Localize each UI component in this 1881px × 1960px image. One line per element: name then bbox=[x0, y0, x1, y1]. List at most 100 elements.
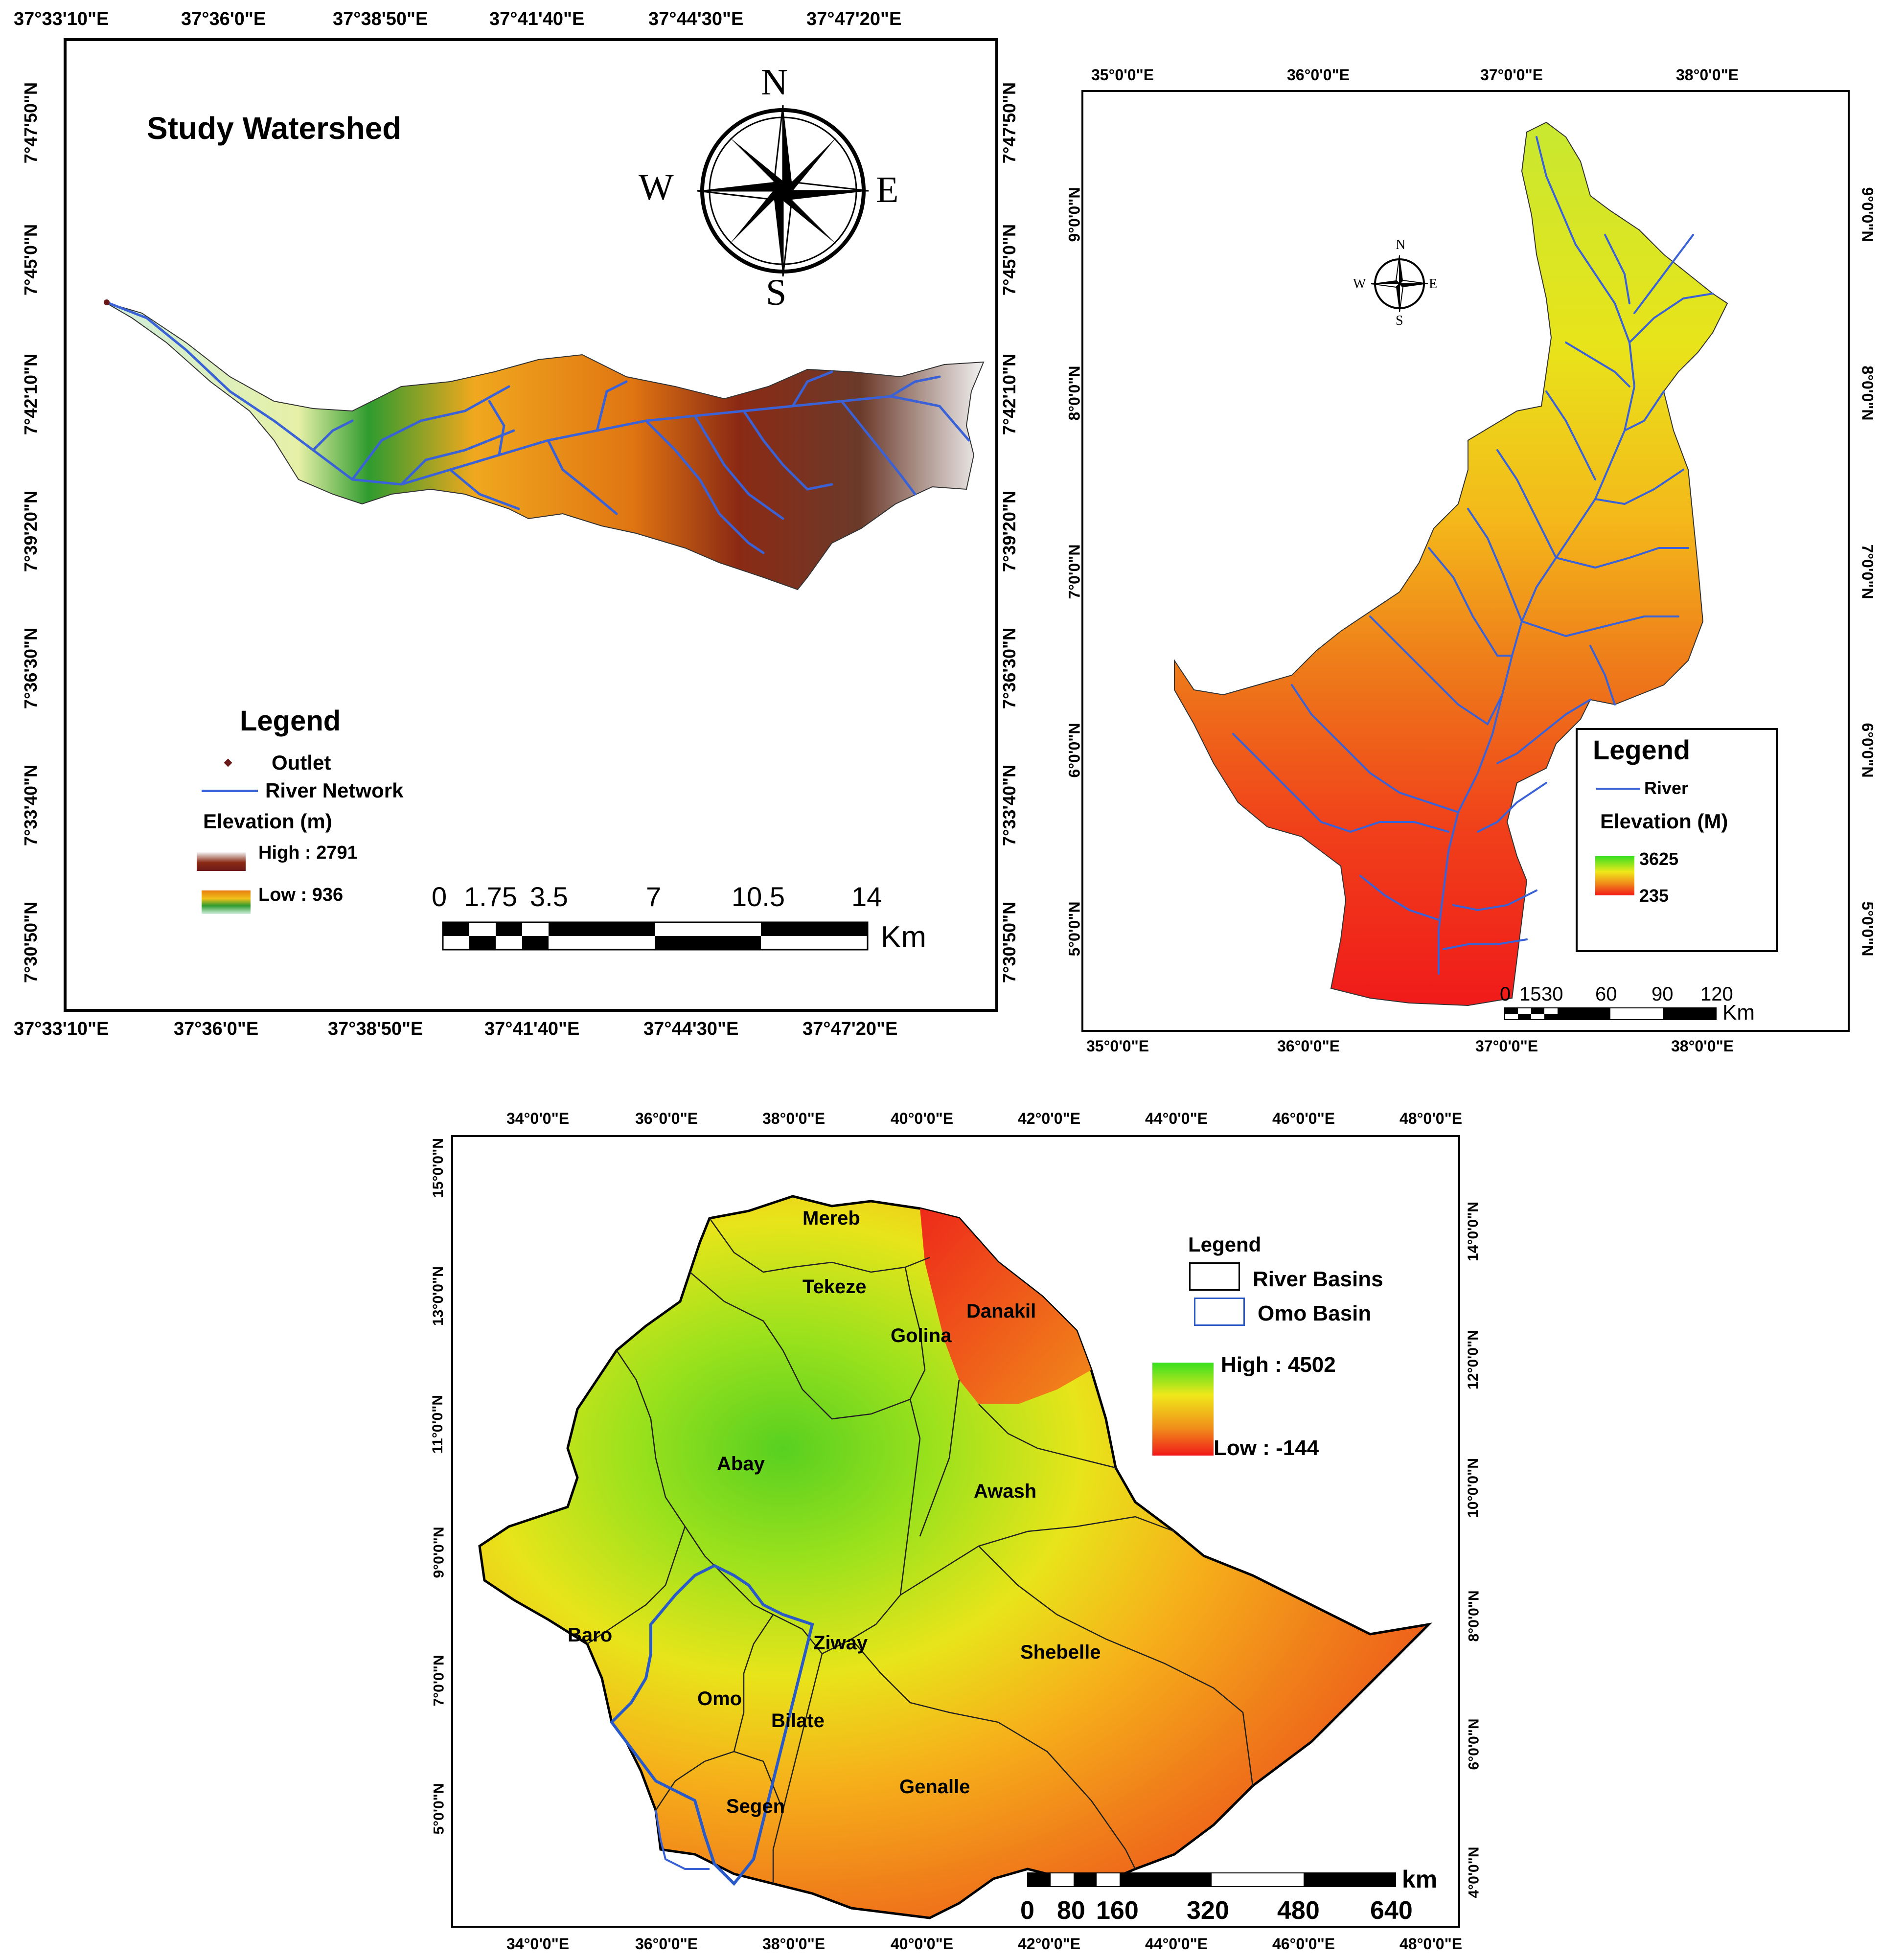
basin-label: Abay bbox=[717, 1453, 765, 1475]
scale-bar-c bbox=[1027, 1872, 1396, 1887]
tick-bottom-b-2: 37°0'0"E bbox=[1475, 1037, 1538, 1055]
compass-rose-icon bbox=[697, 105, 869, 277]
scale-label-a-5: 14 bbox=[851, 881, 882, 912]
scale-bar-b bbox=[1504, 1007, 1717, 1020]
tick-bottom-c-2: 38°0'0"E bbox=[762, 1935, 826, 1953]
tick-bottom-a-4: 37°44'30"E bbox=[643, 1019, 739, 1039]
basin-label: Mereb bbox=[803, 1208, 860, 1229]
legend-low-c: Low : -144 bbox=[1214, 1436, 1319, 1460]
scale-label-a-3: 7 bbox=[646, 881, 662, 912]
tick-bottom-c-3: 40°0'0"E bbox=[891, 1935, 954, 1953]
scale-unit-b: Km bbox=[1722, 1001, 1755, 1025]
scale-label-c-4: 480 bbox=[1277, 1896, 1320, 1925]
basin-label: Shebelle bbox=[1020, 1641, 1101, 1663]
scale-bar-a bbox=[442, 921, 869, 951]
legend-title-c: Legend bbox=[1188, 1233, 1262, 1256]
scale-label-c-3: 320 bbox=[1187, 1896, 1229, 1925]
panel-study-watershed: 37°33'10"E 37°36'0"E 37°38'50"E 37°41'40… bbox=[0, 0, 1028, 1057]
basin-label: Omo bbox=[697, 1688, 742, 1709]
legend-omo-basin: Omo Basin bbox=[1258, 1301, 1372, 1325]
river-line-icon bbox=[1596, 788, 1640, 790]
tick-bottom-a-0: 37°33'10"E bbox=[14, 1019, 109, 1039]
scale-unit-a: Km bbox=[881, 920, 926, 954]
scale-unit-c: km bbox=[1402, 1866, 1438, 1893]
tick-top-c-5: 44°0'0"E bbox=[1145, 1110, 1208, 1127]
tick-top-a-3: 37°41'40"E bbox=[489, 9, 585, 29]
scale-label-a-0: 0 bbox=[432, 881, 447, 912]
compass-e-label: E bbox=[876, 169, 899, 210]
omo-basin-swatch bbox=[1194, 1298, 1245, 1326]
compass-e-label: E bbox=[1429, 276, 1438, 292]
tick-top-b-2: 37°0'0"E bbox=[1480, 66, 1543, 84]
tick-top-a-5: 37°47'20"E bbox=[806, 9, 902, 29]
tick-top-a-1: 37°36'0"E bbox=[181, 9, 266, 29]
legend-river-b: River bbox=[1644, 778, 1689, 798]
scale-label-b-5: 120 bbox=[1700, 983, 1733, 1005]
legend-low-b: 235 bbox=[1639, 886, 1669, 906]
tick-top-b-3: 38°0'0"E bbox=[1676, 66, 1739, 84]
tick-top-c-7: 48°0'0"E bbox=[1399, 1110, 1463, 1127]
elevation-ramp-b bbox=[1595, 856, 1634, 895]
scale-label-a-1: 1.75 bbox=[464, 881, 517, 912]
omo-basin-map bbox=[1174, 121, 1728, 1006]
tick-bottom-a-1: 37°36'0"E bbox=[174, 1019, 259, 1039]
basin-label: Tekeze bbox=[803, 1276, 867, 1298]
basin-label: Segen bbox=[726, 1796, 785, 1817]
scale-label-a-4: 10.5 bbox=[732, 881, 785, 912]
legend-high-value: High : 2791 bbox=[258, 843, 358, 863]
compass-w-label: W bbox=[1353, 276, 1366, 292]
legend-river-network: River Network bbox=[265, 779, 404, 802]
tick-bottom-c-7: 48°0'0"E bbox=[1399, 1935, 1463, 1953]
legend-river-basins: River Basins bbox=[1253, 1267, 1383, 1291]
scale-label-c-2: 160 bbox=[1096, 1896, 1139, 1925]
basin-label: Awash bbox=[974, 1481, 1037, 1502]
tick-bottom-b-1: 36°0'0"E bbox=[1277, 1037, 1340, 1055]
scale-label-c-0: 0 bbox=[1020, 1896, 1034, 1925]
tick-top-a-0: 37°33'10"E bbox=[14, 9, 109, 29]
ethiopia-map bbox=[478, 1195, 1433, 1919]
scale-label-b-3: 60 bbox=[1595, 983, 1617, 1005]
tick-bottom-c-1: 36°0'0"E bbox=[635, 1935, 698, 1953]
legend-title-a: Legend bbox=[240, 705, 341, 737]
scale-label-b-2: 30 bbox=[1541, 983, 1563, 1005]
tick-top-c-1: 36°0'0"E bbox=[635, 1110, 698, 1127]
tick-bottom-c-4: 42°0'0"E bbox=[1018, 1935, 1081, 1953]
tick-bottom-a-5: 37°47'20"E bbox=[803, 1019, 898, 1039]
basin-label: Ziway bbox=[813, 1632, 868, 1654]
map-title: Study Watershed bbox=[147, 111, 402, 146]
compass-n-label: N bbox=[761, 62, 788, 103]
watershed-map bbox=[104, 299, 985, 591]
basin-label: Danakil bbox=[966, 1300, 1036, 1322]
river-line-icon bbox=[202, 790, 258, 792]
tick-top-c-2: 38°0'0"E bbox=[762, 1110, 826, 1127]
legend-box-b bbox=[1576, 728, 1778, 952]
elevation-high-swatch bbox=[197, 852, 246, 871]
legend-high-c: High : 4502 bbox=[1221, 1353, 1336, 1377]
elevation-low-swatch bbox=[202, 890, 251, 914]
tick-bottom-c-5: 44°0'0"E bbox=[1145, 1935, 1208, 1953]
tick-bottom-b-0: 35°0'0"E bbox=[1086, 1037, 1149, 1055]
panel-ethiopia-basins: 34°0'0"E 36°0'0"E 38°0'0"E 40°0'0"E 42°0… bbox=[0, 1076, 1881, 1960]
tick-top-a-2: 37°38'50"E bbox=[333, 9, 428, 29]
basin-label: Golina bbox=[891, 1325, 952, 1346]
basin-label: Baro bbox=[568, 1624, 613, 1646]
compass-n-label: N bbox=[1396, 237, 1406, 252]
tick-top-c-4: 42°0'0"E bbox=[1018, 1110, 1081, 1127]
legend-low-value: Low : 936 bbox=[258, 885, 344, 905]
tick-top-b-0: 35°0'0"E bbox=[1091, 66, 1154, 84]
scale-label-c-5: 640 bbox=[1370, 1896, 1413, 1925]
panel-omo-basin: 35°0'0"E 36°0'0"E 37°0'0"E 38°0'0"E 35°0… bbox=[1028, 0, 1881, 1076]
tick-bottom-a-2: 37°38'50"E bbox=[328, 1019, 423, 1039]
tick-top-c-0: 34°0'0"E bbox=[506, 1110, 570, 1127]
tick-bottom-c-6: 46°0'0"E bbox=[1272, 1935, 1335, 1953]
river-basins-swatch bbox=[1189, 1262, 1240, 1291]
scale-label-b-0: 0 bbox=[1500, 983, 1511, 1005]
compass-s-label: S bbox=[1396, 313, 1403, 328]
tick-bottom-c-0: 34°0'0"E bbox=[506, 1935, 570, 1953]
tick-top-c-3: 40°0'0"E bbox=[891, 1110, 954, 1127]
scale-label-b-1: 15 bbox=[1519, 983, 1541, 1005]
basin-label: Genalle bbox=[899, 1776, 970, 1798]
scale-label-c-1: 80 bbox=[1057, 1896, 1085, 1925]
tick-top-c-6: 46°0'0"E bbox=[1272, 1110, 1335, 1127]
legend-elevation-title-b: Elevation (M) bbox=[1600, 810, 1728, 833]
